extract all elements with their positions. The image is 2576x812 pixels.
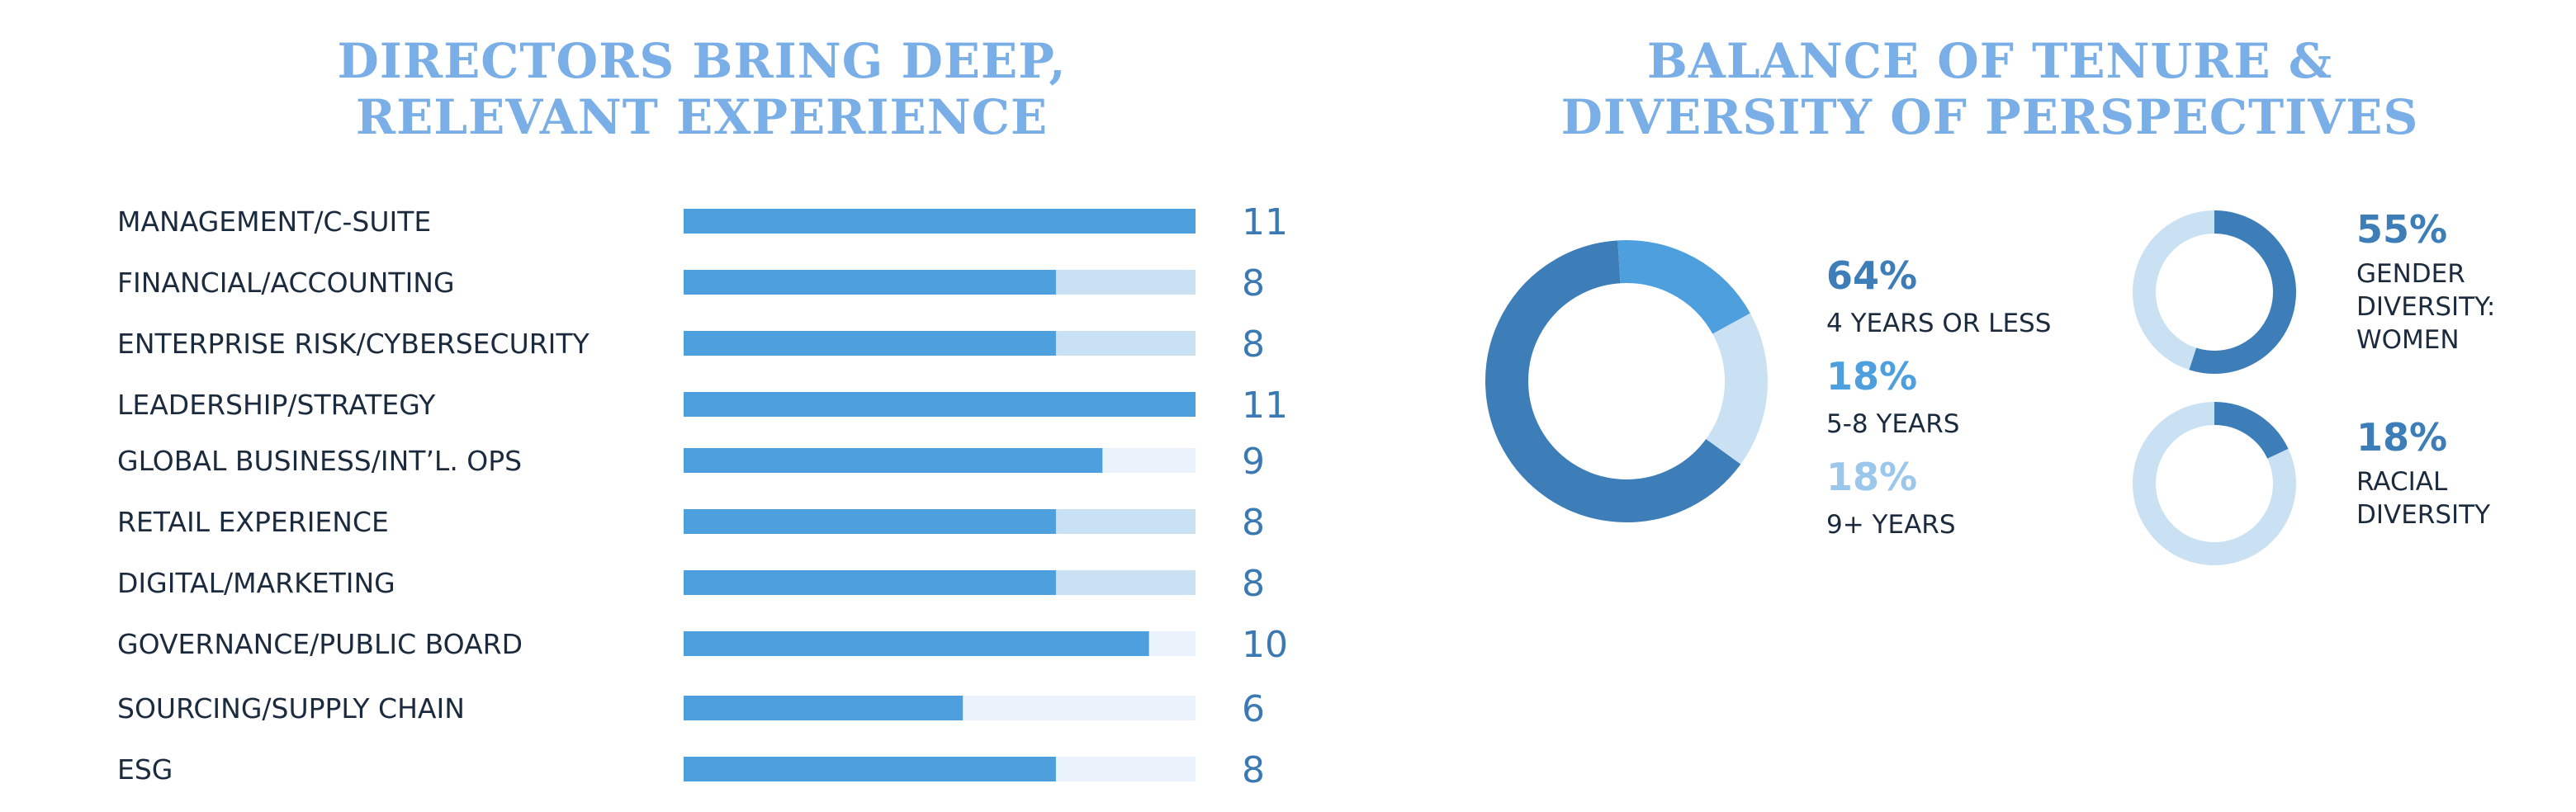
donut-slice bbox=[2133, 402, 2296, 565]
bar-value-label: 6 bbox=[1242, 688, 1265, 730]
donut-slice bbox=[2214, 402, 2289, 460]
donut-slice bbox=[2133, 210, 2215, 371]
bar-label: RETAIL EXPERIENCE bbox=[117, 506, 389, 538]
bar-value-label: 11 bbox=[1242, 201, 1288, 243]
racial-label: RACIAL bbox=[2356, 467, 2448, 497]
legend-label: 9+ YEARS bbox=[1826, 510, 1956, 540]
bar-value-label: 8 bbox=[1242, 749, 1265, 791]
bar-value-label: 10 bbox=[1242, 624, 1288, 666]
legend-label: 5-8 YEARS bbox=[1826, 409, 1959, 439]
bar-value-label: 9 bbox=[1242, 441, 1265, 483]
bar bbox=[684, 696, 964, 720]
tenure-diversity-donuts: 64% 4 YEARS OR LESS 18% 5-8 YEARS 18% 9+ YEAR… bbox=[1485, 207, 2495, 565]
bar bbox=[684, 331, 1056, 356]
legend-percent: 18% bbox=[1826, 455, 1917, 499]
gender-label: GENDER bbox=[2356, 259, 2465, 289]
bar bbox=[684, 392, 1196, 417]
experience-bar-chart: MANAGEMENT/C-SUITE 11 FINANCIAL/ACCOUNTING… bbox=[117, 201, 1288, 791]
tenure-diversity-title: BALANCE OF TENURE & DIVERSITY OF PERSPEC… bbox=[1560, 33, 2419, 145]
donut-slice bbox=[1485, 240, 1741, 522]
legend-percent: 18% bbox=[1826, 354, 1917, 399]
bar bbox=[684, 509, 1056, 534]
bar-value-label: 8 bbox=[1242, 563, 1265, 605]
bar-value-label: 8 bbox=[1242, 323, 1265, 366]
gender-label: WOMEN bbox=[2356, 325, 2460, 355]
bar-label: LEADERSHIP/STRATEGY bbox=[117, 389, 436, 421]
bar-label: GOVERNANCE/PUBLIC BOARD bbox=[117, 628, 523, 660]
bar-label: ESG bbox=[117, 753, 173, 786]
racial-percent: 18% bbox=[2356, 415, 2447, 460]
bar-label: SOURCING/SUPPLY CHAIN bbox=[117, 692, 465, 725]
bar bbox=[684, 757, 1056, 781]
bar-label: MANAGEMENT/C-SUITE bbox=[117, 205, 431, 238]
bar bbox=[684, 448, 1103, 473]
donut-slice bbox=[2189, 210, 2296, 374]
donut-slice bbox=[1705, 313, 1768, 465]
bar-label: ENTERPRISE RISK/CYBERSECURITY bbox=[117, 328, 590, 360]
bar bbox=[684, 209, 1196, 234]
racial-label: DIVERSITY bbox=[2356, 500, 2490, 530]
bar bbox=[684, 570, 1056, 595]
bar bbox=[684, 270, 1056, 295]
experience-chart-title: DIRECTORS BRING DEEP, RELEVANT EXPERIENC… bbox=[337, 33, 1067, 145]
legend-label: 4 YEARS OR LESS bbox=[1826, 309, 2051, 338]
legend-percent: 64% bbox=[1826, 253, 1917, 298]
bar-label: GLOBAL BUSINESS/INT’L. OPS bbox=[117, 445, 522, 477]
bar-value-label: 8 bbox=[1242, 502, 1265, 544]
bar-value-label: 8 bbox=[1242, 262, 1265, 304]
bar-label: DIGITAL/MARKETING bbox=[117, 567, 395, 599]
bar-label: FINANCIAL/ACCOUNTING bbox=[117, 267, 455, 299]
bar-value-label: 11 bbox=[1242, 385, 1288, 427]
gender-label: DIVERSITY: bbox=[2356, 292, 2495, 322]
bar bbox=[684, 631, 1149, 656]
gender-percent: 55% bbox=[2356, 207, 2447, 252]
donut-slice bbox=[1617, 240, 1750, 335]
